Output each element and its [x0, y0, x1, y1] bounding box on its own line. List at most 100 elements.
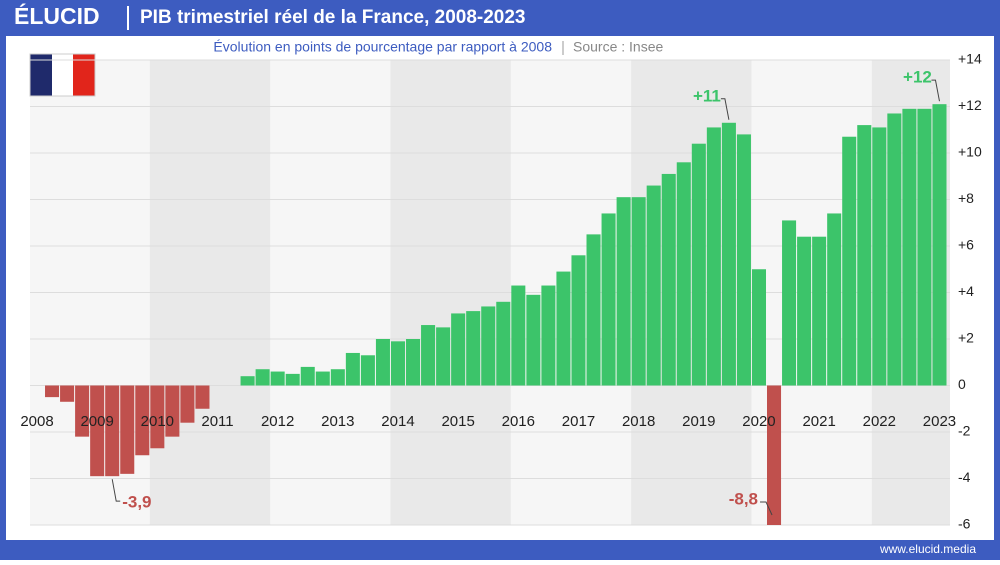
data-label: -8,8 [729, 489, 758, 508]
y-tick-label: 0 [958, 376, 966, 392]
bar [691, 143, 706, 386]
bar [857, 125, 872, 386]
bar [375, 339, 390, 386]
bar [240, 376, 255, 386]
y-tick-label: +2 [958, 330, 974, 346]
bar [285, 373, 300, 386]
y-tick-label: +6 [958, 237, 974, 253]
bar [300, 366, 315, 386]
x-tick-label: 2022 [863, 413, 896, 430]
x-tick-label: 2014 [381, 413, 414, 430]
data-label: +12 [903, 68, 932, 87]
brand: ÉLUCID [14, 2, 100, 29]
y-tick-label: +10 [958, 144, 982, 160]
bar [481, 306, 496, 386]
bar [330, 369, 345, 386]
bar [421, 325, 436, 386]
bar [466, 311, 481, 386]
bar [345, 352, 360, 386]
bar [90, 385, 105, 477]
bar [736, 134, 751, 386]
y-tick-label: -4 [958, 469, 971, 485]
x-tick-label: 2010 [141, 413, 174, 430]
bar [451, 313, 466, 386]
x-tick-label: 2021 [802, 413, 835, 430]
y-tick-label: +12 [958, 97, 982, 113]
leader-line [720, 98, 730, 120]
bar [541, 285, 556, 386]
x-tick-label: 2013 [321, 413, 354, 430]
bar [902, 108, 917, 386]
bar [270, 371, 285, 386]
bar [195, 385, 210, 409]
chart-title: PIB trimestriel réel de la France, 2008-… [140, 7, 526, 28]
data-label: -3,9 [122, 493, 151, 512]
y-tick-label: +8 [958, 190, 974, 206]
bar [767, 385, 782, 525]
bar [180, 385, 195, 423]
bar [406, 339, 421, 386]
bar [360, 355, 375, 386]
bar [60, 385, 75, 402]
x-tick-label: 2023 [923, 413, 956, 430]
bar [571, 255, 586, 386]
bar [556, 271, 571, 386]
bar [616, 197, 631, 386]
x-tick-label: 2018 [622, 413, 655, 430]
bar [105, 385, 120, 477]
bar [135, 385, 150, 456]
flag [29, 53, 96, 97]
bar [390, 341, 406, 386]
x-tick-label: 2008 [20, 413, 53, 430]
x-tick-label: 2009 [80, 413, 113, 430]
bar [721, 122, 736, 386]
x-tick-label: 2019 [682, 413, 715, 430]
bar [887, 113, 902, 386]
y-tick-label: +14 [958, 51, 982, 67]
bar [436, 327, 451, 386]
bar [496, 301, 511, 386]
bar [872, 127, 887, 386]
footer: www.elucid.media [879, 542, 976, 556]
source: Source : Insee [573, 39, 663, 55]
bar [631, 197, 646, 386]
bar [45, 385, 60, 398]
subtitle: Évolution en points de pourcentage par r… [213, 39, 552, 55]
bar [827, 213, 842, 386]
bar [932, 104, 947, 386]
leader-line [111, 479, 121, 502]
x-tick-label: 2017 [562, 413, 595, 430]
bar [751, 269, 767, 386]
y-tick-label: +4 [958, 283, 974, 299]
x-tick-label: 2012 [261, 413, 294, 430]
x-tick-label: 2020 [742, 413, 775, 430]
bar [676, 162, 691, 386]
bar [661, 173, 676, 386]
bar [255, 369, 270, 386]
bar [150, 385, 165, 449]
y-tick-label: -6 [958, 516, 971, 532]
bar [120, 385, 135, 474]
y-tick-label: -2 [958, 423, 971, 439]
bar [511, 285, 526, 386]
leader-line [931, 79, 940, 102]
bar [75, 385, 90, 437]
bar [797, 236, 812, 386]
bar [917, 108, 932, 386]
x-tick-label: 2011 [201, 413, 233, 430]
bar [165, 385, 180, 437]
bar [586, 234, 601, 386]
bar [706, 127, 721, 386]
bar [646, 185, 661, 386]
x-tick-label: 2016 [502, 413, 535, 430]
bar [601, 213, 616, 386]
x-tick-label: 2015 [441, 413, 474, 430]
bar [812, 236, 827, 386]
bar [782, 220, 797, 386]
leader-line [760, 501, 773, 516]
data-label: +11 [693, 86, 721, 105]
bar [315, 371, 330, 386]
bar [526, 294, 541, 386]
bars [45, 104, 947, 525]
